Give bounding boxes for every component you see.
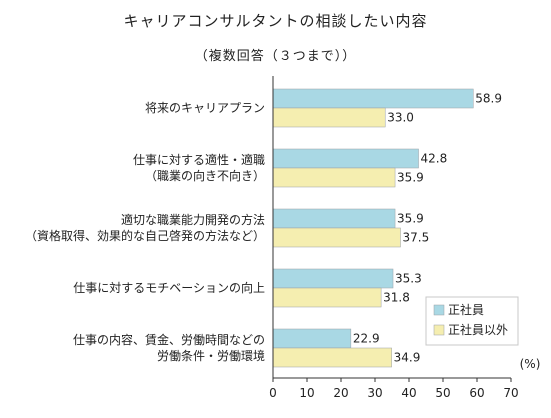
legend-swatch-1 bbox=[433, 324, 445, 336]
legend-label-0: 正社員 bbox=[448, 302, 484, 317]
x-tick-label-50: 50 bbox=[435, 386, 450, 400]
category-label-3-0: 仕事に対するモチベーションの向上 bbox=[73, 280, 265, 295]
bar-seishain-3 bbox=[272, 268, 394, 289]
x-tick-label-10: 10 bbox=[299, 386, 314, 400]
data-label-1-3: 31.8 bbox=[383, 291, 410, 305]
x-tick-label-40: 40 bbox=[401, 386, 416, 400]
data-label-1-0: 33.0 bbox=[387, 111, 414, 125]
category-label-0-0: 将来のキャリアプラン bbox=[145, 101, 265, 115]
x-tick-label-0: 0 bbox=[269, 386, 277, 400]
legend-swatch-0 bbox=[433, 304, 445, 316]
category-label-4-1: 労働条件・労働環境 bbox=[157, 348, 265, 363]
data-label-0-4: 22.9 bbox=[353, 332, 380, 346]
data-label-0-3: 35.3 bbox=[395, 272, 422, 286]
data-label-1-1: 35.9 bbox=[397, 171, 424, 185]
category-label-1-0: 仕事に対する適性・適職 bbox=[133, 152, 265, 167]
chart-subtitle: （複数回答（３つまで）） bbox=[194, 49, 357, 64]
bar-seishain-4 bbox=[272, 328, 352, 349]
data-label-0-0: 58.9 bbox=[475, 92, 502, 106]
bar-seishain-igai-3 bbox=[272, 287, 382, 308]
legend-label-1: 正社員以外 bbox=[448, 322, 508, 337]
data-label-1-4: 34.9 bbox=[394, 351, 421, 365]
bar-seishain-2 bbox=[272, 208, 396, 229]
category-label-2-0: 適切な職業能力開発の方法 bbox=[121, 212, 265, 227]
data-label-0-2: 35.9 bbox=[397, 212, 424, 226]
x-tick-label-30: 30 bbox=[367, 386, 382, 400]
category-label-2-1: （資格取得、効果的な自己啓発の方法など） bbox=[25, 228, 265, 243]
bar-seishain-igai-0 bbox=[272, 107, 386, 128]
data-label-0-1: 42.8 bbox=[421, 152, 448, 166]
x-tick-label-70: 70 bbox=[503, 386, 518, 400]
bar-seishain-1 bbox=[272, 148, 419, 169]
bar-seishain-igai-1 bbox=[272, 167, 396, 188]
bar-seishain-igai-4 bbox=[272, 347, 392, 368]
category-label-1-1: （職業の向き不向き） bbox=[145, 168, 265, 183]
category-label-4-0: 仕事の内容、賃金、労働時間などの bbox=[73, 332, 265, 347]
x-tick-label-20: 20 bbox=[333, 386, 348, 400]
x-tick-label-60: 60 bbox=[469, 386, 484, 400]
bar-seishain-0 bbox=[272, 88, 474, 109]
unit-label: (%) bbox=[520, 357, 541, 371]
data-label-1-2: 37.5 bbox=[403, 231, 430, 245]
bar-seishain-igai-2 bbox=[272, 227, 401, 248]
chart-title: キャリアコンサルタントの相談したい内容 bbox=[123, 12, 428, 30]
